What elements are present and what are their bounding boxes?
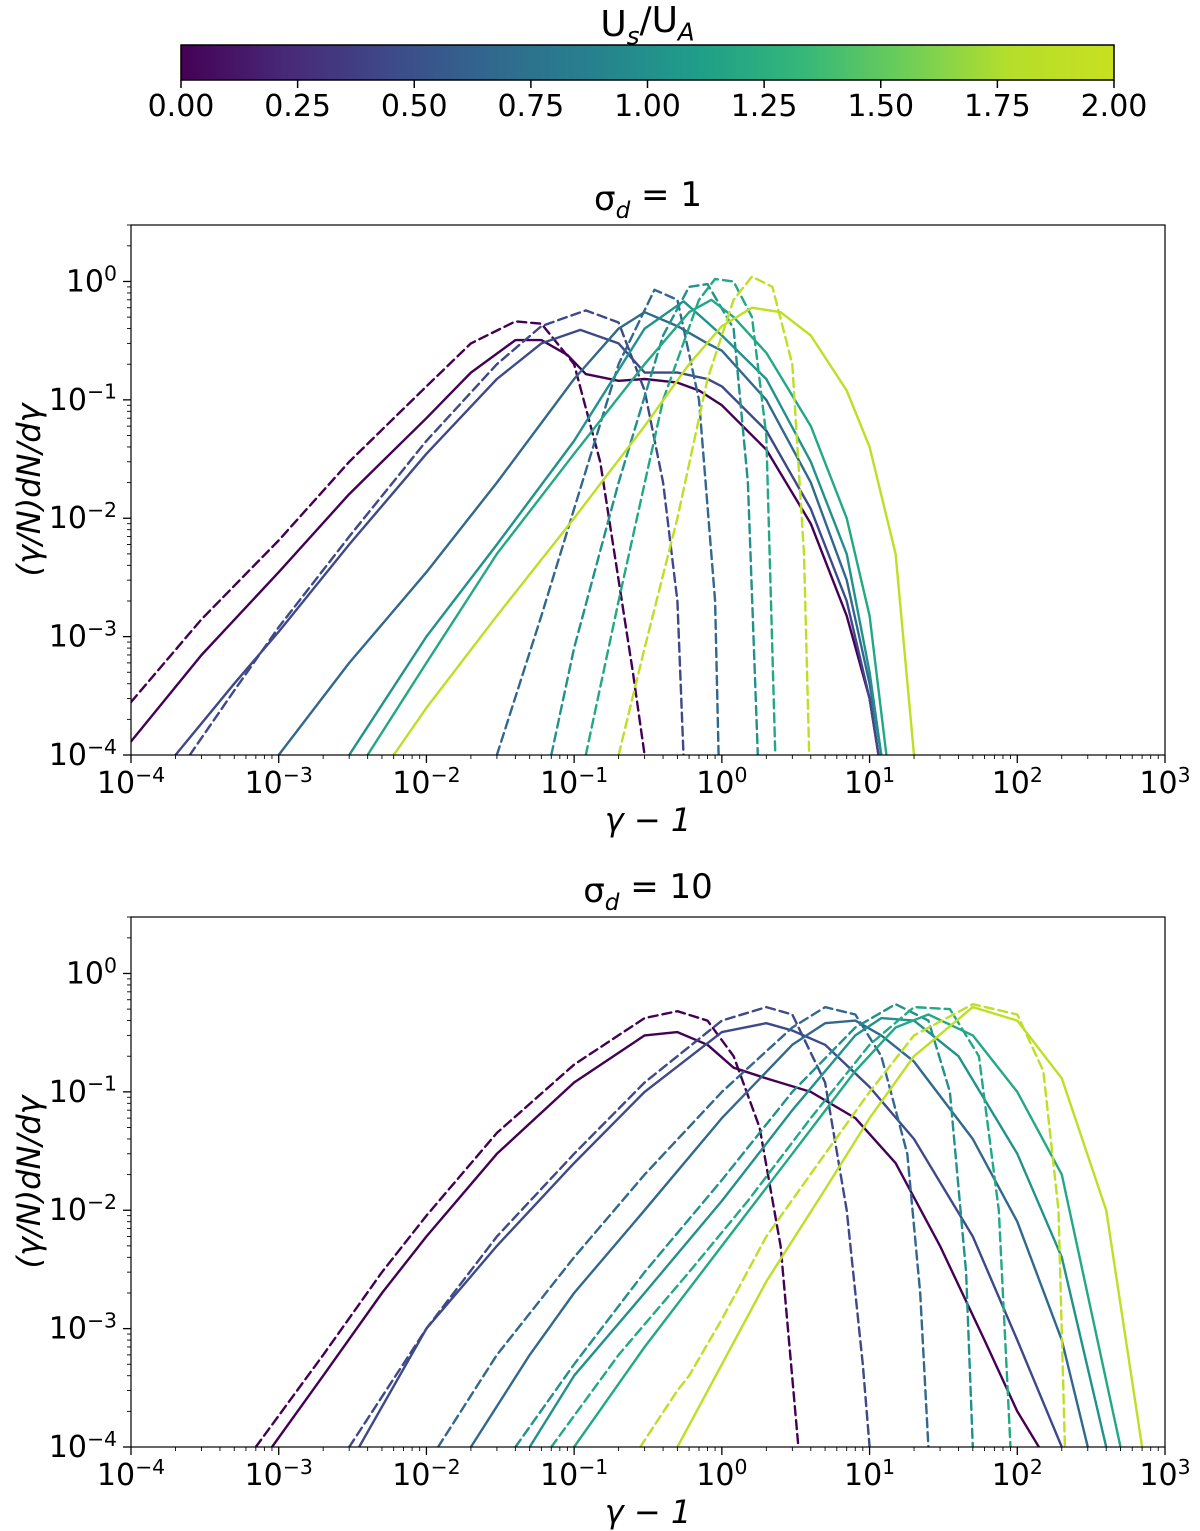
colorbar-tick-label: 0.50 xyxy=(381,89,448,124)
series-group-sigma-1 xyxy=(131,275,916,755)
solid-series-line-0 xyxy=(131,338,880,755)
dashed-series-line-7 xyxy=(550,282,759,755)
colorbar-tick-label: 1.25 xyxy=(731,89,798,124)
dashed-series-line-9 xyxy=(550,1005,1012,1447)
solid-series-line-2 xyxy=(357,1022,1063,1447)
colorbar-tick-label: 0.25 xyxy=(264,89,331,124)
chart-title-sigma-1: σd = 1 xyxy=(594,175,702,224)
y-tick-label: 10−3 xyxy=(49,1308,117,1346)
series-group-sigma-10 xyxy=(254,1003,1144,1447)
solid-series-line-10 xyxy=(392,306,916,755)
dashed-series-line-11 xyxy=(639,1003,1067,1447)
x-tick-label: 10−3 xyxy=(245,1455,313,1493)
x-tick-label: 10−3 xyxy=(245,763,313,801)
colorbar-tick-label: 1.00 xyxy=(614,89,681,124)
colorbar-title: Us/UA xyxy=(600,0,694,51)
x-tick-label: 100 xyxy=(696,763,747,801)
solid-series-line-4 xyxy=(469,1019,1089,1447)
dashed-series-line-11 xyxy=(617,275,811,755)
solid-series-line-8 xyxy=(572,1013,1122,1447)
colorbar-ticks: 0.00 0.25 0.50 0.75 1.00 1.25 1.50 1.75 2.00 xyxy=(148,80,1148,124)
chart-title-sigma-10: σd = 10 xyxy=(583,867,713,916)
y-tick-label: 100 xyxy=(66,953,117,991)
x-tick-label: 10−4 xyxy=(97,1455,165,1493)
solid-series-line-6 xyxy=(348,300,883,755)
dashed-series-line-7 xyxy=(514,1003,974,1447)
y-tick-label: 10−1 xyxy=(49,1072,117,1110)
chart-panel-sigma-1: σd = 1 10−4 10−3 10−2 10−1 100 101 102 10310−41… xyxy=(10,175,1191,839)
x-axis-label-sigma-1: γ − 1 xyxy=(605,801,691,839)
ticks-sigma-1: 10−4 10−3 10−2 10−1 100 101 102 103 10−4 10−3 10−2… xyxy=(49,224,1191,801)
dashed-series-line-3 xyxy=(188,309,685,755)
dashed-series-line-5 xyxy=(436,1005,930,1447)
x-tick-label: 10−1 xyxy=(540,763,608,801)
x-tick-label: 101 xyxy=(844,1455,895,1493)
plot-frame-sigma-1 xyxy=(130,224,1166,756)
dashed-series-line-9 xyxy=(584,277,777,755)
colorbar-tick-label: 1.75 xyxy=(964,89,1031,124)
y-tick-label: 10−1 xyxy=(49,380,117,418)
y-axis-label-sigma-1: (γ/N)dN/dγ xyxy=(10,401,48,576)
x-tick-label: 102 xyxy=(992,1455,1043,1493)
solid-series-line-4 xyxy=(277,311,883,755)
y-tick-label: 100 xyxy=(66,261,117,299)
dashed-series-line-5 xyxy=(495,288,720,755)
dashed-series-line-1 xyxy=(254,1010,800,1447)
x-tick-label: 101 xyxy=(844,763,895,801)
y-tick-label: 10−4 xyxy=(49,1427,117,1465)
colorbar-tick-label: 1.50 xyxy=(847,89,914,124)
colorbar-tick-label: 0.75 xyxy=(497,89,564,124)
dashed-series-line-3 xyxy=(348,1005,871,1447)
plot-frame-sigma-10 xyxy=(130,916,1166,1448)
solid-series-line-6 xyxy=(528,1016,1108,1447)
colorbar-tick-label: 2.00 xyxy=(1081,89,1148,124)
x-tick-label: 10−2 xyxy=(392,763,460,801)
x-axis-label-sigma-10: γ − 1 xyxy=(605,1493,691,1531)
x-tick-label: 10−1 xyxy=(540,1455,608,1493)
y-tick-label: 10−2 xyxy=(49,498,117,536)
dashed-series-line-1 xyxy=(131,320,646,755)
x-tick-label: 103 xyxy=(1139,763,1190,801)
y-tick-label: 10−3 xyxy=(49,616,117,654)
y-tick-label: 10−4 xyxy=(49,735,117,773)
x-tick-label: 10−2 xyxy=(392,1455,460,1493)
x-tick-label: 102 xyxy=(992,763,1043,801)
x-tick-label: 103 xyxy=(1139,1455,1190,1493)
x-tick-label: 100 xyxy=(696,1455,747,1493)
solid-series-line-0 xyxy=(270,1030,1041,1447)
x-tick-label: 10−4 xyxy=(97,763,165,801)
y-axis-label-sigma-10: (γ/N)dN/dγ xyxy=(10,1093,48,1268)
y-tick-label: 10−2 xyxy=(49,1190,117,1228)
colorbar: Us/UA 0.00 0.25 0.50 0.75 1.00 1.25 1.50 1.75 2.… xyxy=(148,0,1148,124)
ticks-sigma-10: 10−4 10−3 10−2 10−1 100 101 102 103 10−4 10−3 10−2… xyxy=(49,916,1191,1493)
solid-series-line-8 xyxy=(366,298,888,755)
colorbar-tick-label: 0.00 xyxy=(148,89,215,124)
colorbar-gradient xyxy=(180,44,1115,81)
chart-panel-sigma-10: σd = 10 10−4 10−3 10−2 10−1 100 101 102 10310−4… xyxy=(10,867,1191,1531)
solid-series-line-10 xyxy=(676,1005,1144,1447)
